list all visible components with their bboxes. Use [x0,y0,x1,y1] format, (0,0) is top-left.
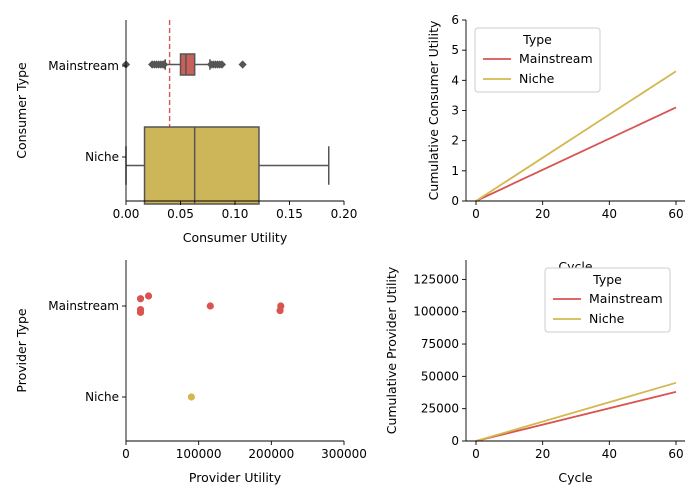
box-mainstream [179,53,196,76]
y-tick-label: 1 [451,164,459,178]
consumer-utility-boxplot: 0.00 0.05 0.10 0.15 0.20 Mainstream Niche Consu… [14,20,357,245]
y-tick-label: 125000 [413,272,459,286]
cumulative-provider-utility-chart: 0 20 40 60 0 25000 50000 75000 100000 125000 Cycle… [384,260,685,485]
y-tick-label: Niche [85,150,119,164]
y-tick-label: Mainstream [48,59,119,73]
y-tick-label: 4 [451,73,459,87]
y-tick-label: 0 [451,194,459,208]
data-point-mainstream [276,306,284,315]
data-point-niche [187,393,195,401]
y-tick-label: 0 [451,434,459,448]
legend-box [474,27,601,93]
data-point-mainstream [206,302,214,310]
y-tick-label: 75000 [421,337,459,351]
series-line-niche [475,70,677,202]
data-point-mainstream [136,308,145,316]
outlier-point [160,60,169,69]
x-tick-label: 0.05 [167,207,194,221]
x-tick-label: 0 [472,447,480,461]
x-tick-label: 0 [122,447,130,461]
data-point-mainstream [144,292,153,300]
x-axis-label: Provider Utility [189,470,282,485]
x-tick-label: 40 [602,447,617,461]
y-tick-label: Niche [85,390,119,404]
series-line-mainstream [475,106,677,202]
legend-title: Type [522,32,552,47]
x-tick-label: 40 [602,207,617,221]
y-axis-label: Cumulative Consumer Utility [426,20,441,200]
y-tick-label: 2 [451,134,459,148]
y-tick-label: 3 [451,104,459,118]
series-line-niche [475,381,677,442]
data-point-mainstream [136,295,145,303]
legend-box [544,267,671,333]
y-axis-label: Provider Type [14,308,29,392]
y-tick-label: 100000 [413,305,459,319]
legend-label-niche: Niche [589,311,625,326]
outlier-point [238,60,247,69]
x-tick-label: 0.20 [331,207,358,221]
y-axis-label: Consumer Type [14,62,29,159]
legend-title: Type [592,272,622,287]
x-tick-label: 60 [668,447,683,461]
x-tick-label: 200000 [248,447,294,461]
x-axis-label: Consumer Utility [183,230,288,245]
x-tick-label: 100000 [176,447,222,461]
x-tick-label: 20 [535,207,550,221]
provider-utility-stripplot: 0 100000 200000 300000 Mainstream Niche Provid… [14,260,367,485]
legend-label-niche: Niche [519,71,555,86]
x-axis-label: Cycle [558,470,592,485]
y-tick-label: 50000 [421,369,459,383]
x-tick-label: 0.00 [113,207,140,221]
x-tick-label: 0.10 [222,207,249,221]
x-tick-label: 20 [535,447,550,461]
y-tick-label: 5 [451,43,459,57]
x-tick-label: 0 [472,207,480,221]
y-tick-label: Mainstream [48,299,119,313]
outlier-point [217,60,227,69]
y-tick-label: 6 [451,13,459,27]
legend-label-mainstream: Mainstream [519,51,593,66]
x-tick-label: 60 [668,207,683,221]
series-line-mainstream [475,390,677,442]
y-tick-label: 25000 [421,402,459,416]
x-tick-label: 300000 [321,447,367,461]
x-tick-label: 0.15 [276,207,303,221]
y-axis-label: Cumulative Provider Utility [384,266,399,434]
box-niche [143,126,260,205]
legend-label-mainstream: Mainstream [589,291,663,306]
